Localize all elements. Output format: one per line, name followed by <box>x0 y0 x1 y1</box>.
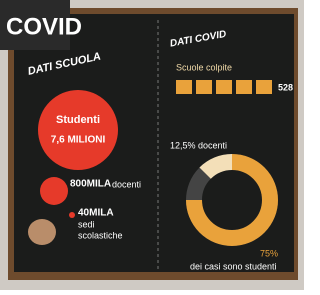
label: Studenti <box>56 114 100 126</box>
donut-label: 12,5% docenti <box>170 140 227 150</box>
value: 40MILA <box>78 208 114 219</box>
donut-label: 75% <box>260 248 278 258</box>
students-circle <box>38 90 118 170</box>
hand <box>28 219 56 245</box>
teachers-circle <box>40 177 68 205</box>
sites-dot <box>69 212 75 218</box>
value: 7,6 MILIONI <box>51 135 106 146</box>
title: COVID <box>6 13 82 40</box>
school-icons <box>176 80 272 94</box>
label: sedi <box>78 219 95 229</box>
screen: COVID DATI SCUOLA Studenti 7,6 MILIONI 8… <box>0 0 304 290</box>
caption: dei casi sono studenti <box>190 261 277 271</box>
value: 800MILA <box>70 179 111 190</box>
label: scolastiche <box>78 230 123 240</box>
value: 528 <box>278 82 293 92</box>
label: Scuole colpite <box>176 62 232 72</box>
label: docenti <box>112 179 141 189</box>
